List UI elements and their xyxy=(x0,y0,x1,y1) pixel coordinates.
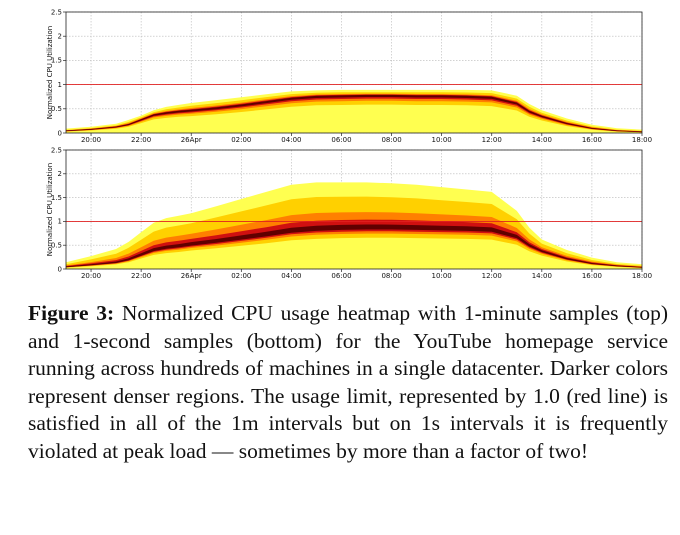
y-axis-label: Normalized CPU Utilization xyxy=(46,163,54,256)
y-tick-label: 1 xyxy=(58,218,62,226)
figure-caption: Figure 3: Normalized CPU usage heatmap w… xyxy=(28,300,668,465)
x-tick-label: 22:00 xyxy=(131,272,151,280)
y-tick-label: 0 xyxy=(58,129,62,137)
caption-label: Figure 3: xyxy=(28,301,115,325)
x-tick-label: 10:00 xyxy=(432,272,452,280)
x-tick-label: 14:00 xyxy=(532,272,552,280)
x-tick-label: 12:00 xyxy=(482,136,502,144)
heatmap-figure: 0 0.5 1 1.5 2 2.5 20:00 22:00 26Apr 02:00 04:00 06:… xyxy=(46,8,652,280)
plot-frame xyxy=(65,149,643,270)
x-tick-label: 20:00 xyxy=(81,136,101,144)
x-tick-label: 12:00 xyxy=(482,272,502,280)
x-tick-label: 04:00 xyxy=(281,272,301,280)
chart-panel-2: 0 0.5 1 1.5 2 2.5 20:00 22:00 26Apr 02:00 04:00 06:… xyxy=(46,146,652,280)
figure: 0 0.5 1 1.5 2 2.5 20:00 22:00 26Apr 02:00 04:00 06:… xyxy=(46,8,652,280)
x-tick-label: 02:00 xyxy=(231,136,251,144)
x-tick-label: 16:00 xyxy=(582,272,602,280)
x-tick-label: 06:00 xyxy=(331,136,351,144)
y-tick-label: 2.5 xyxy=(51,8,62,16)
y-tick-label: 1 xyxy=(58,81,62,89)
density-band-5 xyxy=(66,224,642,268)
y-tick-label: 2 xyxy=(58,33,62,41)
x-tick-label: 04:00 xyxy=(281,136,301,144)
y-tick-label: 2 xyxy=(58,170,62,178)
chart-panel-1: 0 0.5 1 1.5 2 2.5 20:00 22:00 26Apr 02:00 04:00 06:… xyxy=(46,8,652,144)
x-tick-label: 10:00 xyxy=(432,136,452,144)
x-tick-label: 14:00 xyxy=(532,136,552,144)
x-tick-label: 08:00 xyxy=(381,272,401,280)
x-tick-label: 26Apr xyxy=(181,136,202,144)
x-tick-label: 02:00 xyxy=(231,272,251,280)
x-tick-label: 18:00 xyxy=(632,136,652,144)
y-tick-label: 0.5 xyxy=(51,105,62,113)
y-tick-label: 0 xyxy=(58,265,62,273)
x-tick-label: 18:00 xyxy=(632,272,652,280)
x-tick-label: 06:00 xyxy=(331,272,351,280)
y-axis-label: Normalized CPU Utilization xyxy=(46,26,54,119)
x-tick-label: 22:00 xyxy=(131,136,151,144)
plot-frame xyxy=(65,11,643,134)
y-tick-label: 0.5 xyxy=(51,242,62,250)
density-band-3 xyxy=(66,93,642,133)
y-tick-label: 1.5 xyxy=(51,57,62,65)
x-tick-label: 08:00 xyxy=(381,136,401,144)
caption-text: Normalized CPU usage heatmap with 1-minu… xyxy=(28,301,668,463)
y-tick-label: 1.5 xyxy=(51,194,62,202)
x-tick-label: 26Apr xyxy=(181,272,202,280)
x-tick-label: 16:00 xyxy=(582,136,602,144)
y-tick-label: 2.5 xyxy=(51,146,62,154)
x-tick-label: 20:00 xyxy=(81,272,101,280)
